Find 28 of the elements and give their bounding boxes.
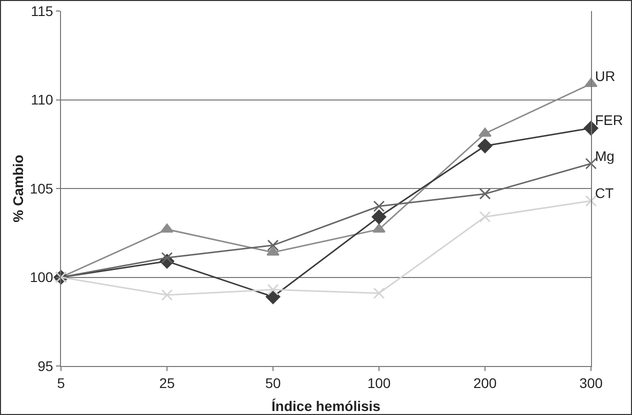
series-label: FER <box>595 112 623 128</box>
x-tick-label: 200 <box>473 374 497 391</box>
x-tick-label: 300 <box>579 374 603 391</box>
point <box>478 138 492 154</box>
y-tick-label: 110 <box>30 92 54 108</box>
series-label: Mg <box>595 148 614 164</box>
point <box>161 289 173 301</box>
point <box>373 200 385 212</box>
series-label: UR <box>595 68 616 84</box>
x-tick-label: 50 <box>265 374 281 391</box>
x-tick-label: 5 <box>57 374 66 391</box>
point <box>373 287 385 299</box>
point <box>585 195 597 207</box>
x-axis-title: Índice hemólisis <box>272 398 381 414</box>
y-axis-title: % Cambio <box>10 154 26 222</box>
series-label: CT <box>595 185 614 201</box>
point <box>267 240 279 252</box>
y-tick-label: 95 <box>38 358 54 374</box>
y-tick-label: 115 <box>30 2 54 19</box>
point <box>372 210 386 224</box>
x-tick-label: 25 <box>159 374 175 391</box>
y-tick-label: 105 <box>30 180 54 196</box>
x-tick-label: 100 <box>367 374 391 391</box>
point <box>479 211 491 223</box>
y-tick-label: 100 <box>30 269 54 286</box>
point <box>479 188 491 200</box>
point <box>267 284 279 296</box>
point <box>585 158 597 170</box>
